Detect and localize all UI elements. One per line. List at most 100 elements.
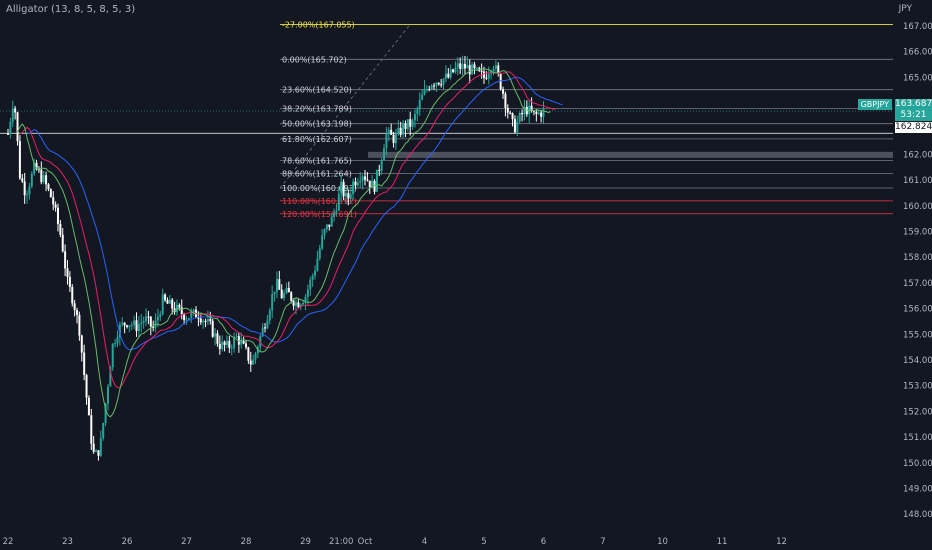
candle-body <box>523 106 526 115</box>
candle-body <box>378 169 381 171</box>
candle-body <box>364 176 366 180</box>
candle-body <box>454 67 457 73</box>
candle-body <box>473 64 476 69</box>
x-tick-label: 27 <box>181 537 192 547</box>
candle-body <box>249 360 252 365</box>
y-tick-label: 158.000 <box>903 253 932 263</box>
candle-body <box>354 181 357 186</box>
candle-body <box>83 352 86 375</box>
candle-body <box>502 89 505 94</box>
candle-body <box>518 113 521 122</box>
candle-body <box>225 340 228 346</box>
x-tick-label: 11 <box>717 537 728 547</box>
candle-body <box>183 314 186 321</box>
candle-body <box>540 112 543 117</box>
candle-body <box>440 84 443 86</box>
x-tick-label: 29 <box>300 537 311 547</box>
candle-body <box>216 333 219 344</box>
candle-body <box>535 112 538 114</box>
candles <box>7 55 545 461</box>
fib-trend-line <box>279 24 411 189</box>
candle-body <box>59 223 62 235</box>
candle-body <box>180 307 183 315</box>
candle-body <box>333 212 336 217</box>
x-tick-label: 12 <box>776 537 787 547</box>
candle-body <box>406 119 409 129</box>
candle-body <box>371 180 374 188</box>
candle-body <box>111 343 114 368</box>
current-price-tag: GBPJPY 163.687 53:21 <box>857 99 932 121</box>
candle-body <box>494 65 497 69</box>
candle-body <box>511 113 514 120</box>
y-tick-label: 160.000 <box>903 202 932 212</box>
fib-level-label: 0.00%(165.702) <box>282 55 347 64</box>
candle-body <box>314 270 317 276</box>
x-tick-label: 5 <box>481 537 486 547</box>
candle-body <box>211 320 214 337</box>
candle-body <box>475 67 478 69</box>
fib-level-label: 100.00%(160.693) <box>282 184 357 193</box>
horizontal-line <box>0 110 893 134</box>
candle-body <box>168 299 171 304</box>
candle-body <box>95 450 98 452</box>
candle-body <box>344 192 347 197</box>
price-axis: 148.000 149.000 150.000 151.000 152.000 153.0… <box>903 22 932 520</box>
candle-body <box>26 194 29 196</box>
candle-body <box>416 109 419 115</box>
candle-body <box>373 180 376 192</box>
candle-body <box>171 299 174 309</box>
symbol-badge: GBPJPY <box>857 99 892 110</box>
candle-body <box>297 302 300 308</box>
candle-body <box>421 94 424 100</box>
indicator-legend[interactable]: Alligator (13, 8, 5, 8, 5, 3) <box>6 4 136 15</box>
candle-body <box>30 173 33 187</box>
candle-body <box>347 192 350 199</box>
candle-body <box>199 318 202 323</box>
y-tick-label: 162.000 <box>903 150 932 160</box>
candle-body <box>516 121 519 133</box>
candle-body <box>109 367 112 387</box>
candle-body <box>483 71 485 78</box>
candle-body <box>35 162 38 170</box>
candle-body <box>433 85 436 87</box>
candle-body <box>366 179 369 181</box>
candle-body <box>116 337 119 344</box>
candle-body <box>311 275 314 280</box>
candle-body <box>9 121 12 135</box>
candle-body <box>506 107 509 113</box>
candle-body <box>242 340 245 344</box>
candle-body <box>342 181 345 197</box>
candle-body <box>368 180 371 188</box>
candle-body <box>304 296 307 303</box>
candle-body <box>525 106 528 115</box>
candle-body <box>123 322 126 326</box>
candle-body <box>456 63 459 68</box>
candle-body <box>178 304 181 308</box>
y-tick-label: 152.000 <box>903 407 932 417</box>
fib-level-label: 78.60%(161.765) <box>282 156 352 165</box>
candle-body <box>430 85 433 90</box>
candle-body <box>228 340 231 348</box>
y-tick-label: 148.000 <box>903 510 932 520</box>
y-tick-label: 151.000 <box>903 433 932 443</box>
candle-body <box>185 319 188 321</box>
candle-body <box>542 108 545 117</box>
candle-body <box>64 251 67 269</box>
candle-body <box>149 316 152 327</box>
candle-body <box>461 63 464 69</box>
candle-body <box>54 204 57 208</box>
alligator-lines <box>14 68 563 418</box>
candle-body <box>161 294 164 315</box>
candle-body <box>306 289 309 297</box>
candle-body <box>280 289 283 299</box>
candle-body <box>140 322 143 325</box>
candle-body <box>402 123 405 135</box>
candle-body <box>316 258 319 271</box>
candle-body <box>166 300 169 304</box>
candle-body <box>487 73 490 79</box>
candle-body <box>49 189 52 198</box>
candle-body <box>528 105 531 115</box>
fib-level-label: -27.00%(167.055) <box>282 21 355 30</box>
